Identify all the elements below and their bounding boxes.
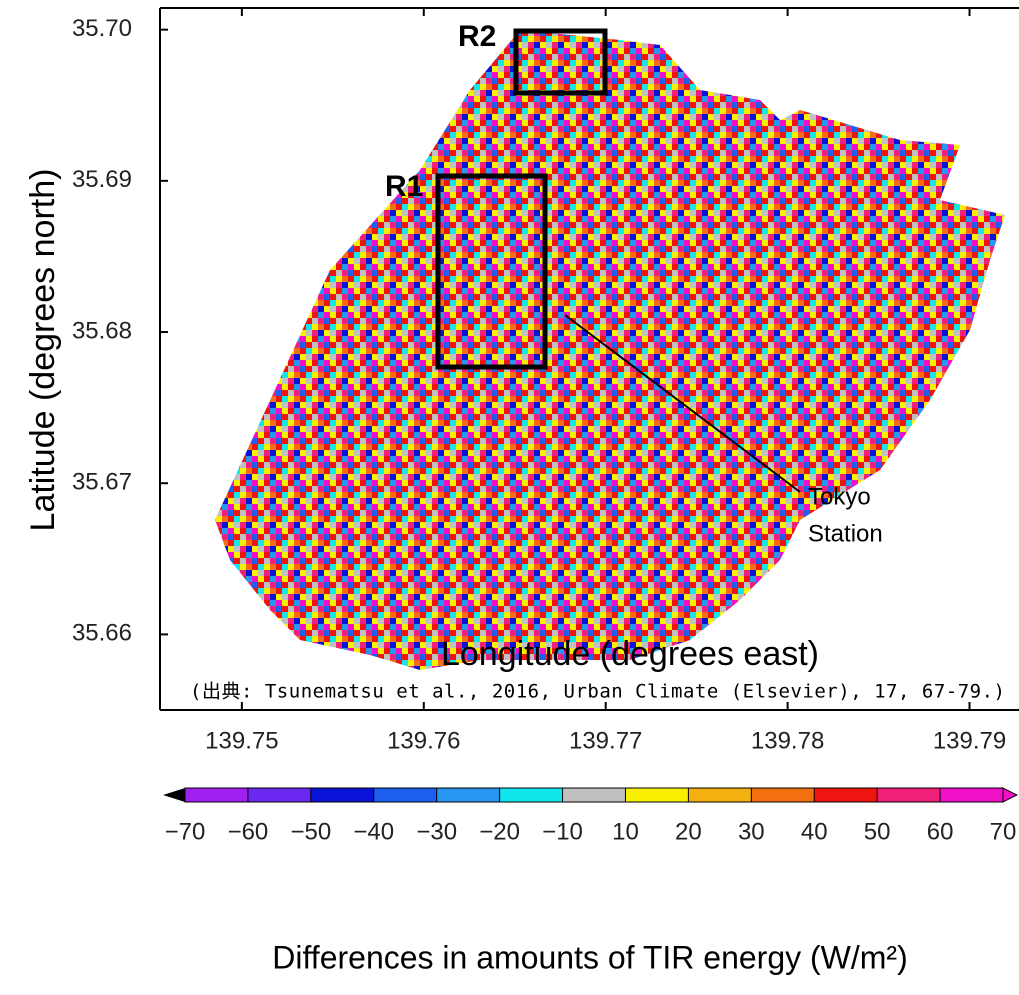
region-label: R2 [458,20,496,53]
colorbar-under [163,788,185,802]
colorbar-box [310,788,374,802]
x-tick-label: 139.79 [933,727,1006,754]
colorbar-tick-label: 30 [738,818,765,845]
colorbar-tick-label: −60 [228,818,269,845]
colorbar-label: Differences in amounts of TIR energy (W/… [272,939,907,975]
colorbar-tick-label: 50 [864,818,891,845]
colorbar-box [625,788,689,802]
station-label: Tokyo [808,483,871,510]
colorbar-box [814,788,878,802]
station-label: Station [808,520,883,547]
colorbar-tick-label: 10 [612,818,639,845]
colorbar-tick-label: 60 [927,818,954,845]
colorbar-tick-label: −40 [353,818,394,845]
colorbar-tick-label: −20 [479,818,520,845]
y-tick-label: 35.68 [72,317,132,344]
colorbar-box [436,788,500,802]
y-axis-label: Latitude (degrees north) [24,169,62,532]
colorbar-tick-label: −30 [416,818,457,845]
colorbar-box [877,788,941,802]
y-tick-label: 35.70 [72,15,132,42]
x-tick-label: 139.75 [205,727,278,754]
colorbar-tick-label: 70 [990,818,1017,845]
region-box [435,173,548,370]
x-tick-label: 139.78 [751,727,824,754]
colorbar-box [940,788,1003,802]
x-tick-label: 139.76 [387,727,460,754]
source-note: (出典: Tsunematsu et al., 2016, Urban Clim… [190,681,1005,703]
region-label: R1 [385,170,423,203]
pointer-line [564,314,801,493]
colorbar-box [247,788,311,802]
colorbar-tick-label: 20 [675,818,702,845]
colorbar-tick-label: −70 [165,818,206,845]
colorbar-box [751,788,815,802]
y-tick-label: 35.67 [72,469,132,496]
x-axis-label: Longitude (degrees east) [441,635,819,673]
colorbar-box [499,788,563,802]
y-tick-label: 35.69 [72,166,132,193]
x-tick-label: 139.77 [569,727,642,754]
colorbar-over [1002,787,1019,803]
colorbar-tick-label: −50 [290,818,331,845]
colorbar-box [373,788,437,802]
y-tick-label: 35.66 [72,620,132,647]
region-box [513,28,608,96]
colorbar-box [562,788,626,802]
colorbar-box [185,788,248,802]
colorbar-tick-label: −10 [542,818,583,845]
colorbar-box [688,788,752,802]
colorbar-tick-label: 40 [801,818,828,845]
